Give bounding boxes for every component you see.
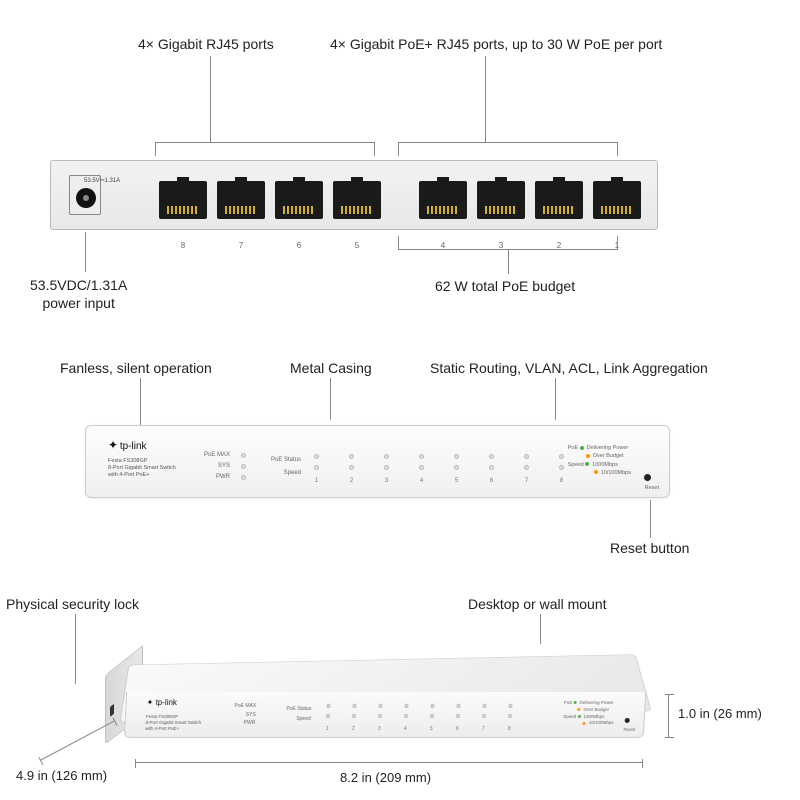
- callout-line: [140, 378, 141, 426]
- label-security-lock: Physical security lock: [6, 596, 139, 612]
- iso-front-face: ✦ tp-link Festa FS308GP 8-Port Gigabit S…: [124, 692, 646, 738]
- bracket-left: [155, 142, 375, 156]
- dim-depth-label: 4.9 in (126 mm): [16, 768, 107, 783]
- iso-view: ✦ tp-link Festa FS308GP 8-Port Gigabit S…: [70, 640, 680, 790]
- status-led-labels: PoE MAX SYS PWR: [204, 450, 230, 482]
- kensington-lock-slot: [110, 704, 114, 717]
- barrel-connector: [76, 188, 96, 208]
- callout-line: [508, 250, 509, 274]
- rj45-ports: 8 7 6 5 4 3 2 1: [159, 181, 641, 219]
- dim-height: [668, 694, 669, 738]
- port-4: 4: [419, 181, 467, 219]
- label-poe-ports: 4× Gigabit PoE+ RJ45 ports, up to 30 W P…: [330, 36, 662, 52]
- port-6: 6: [275, 181, 323, 219]
- port-7: 7: [217, 181, 265, 219]
- brand-logo: ✦ tp-link: [108, 438, 147, 452]
- callout-line: [330, 378, 331, 420]
- callout-line: [555, 378, 556, 420]
- callout-line: [210, 56, 211, 142]
- bracket-right: [398, 142, 618, 156]
- callout-line: [485, 56, 486, 142]
- iso-leds: 1 2 3 4 5 6 7 8: [325, 704, 512, 732]
- label-mount: Desktop or wall mount: [468, 596, 607, 612]
- model-text: Festa FS308GP 8-Port Gigabit Smart Switc…: [108, 458, 176, 479]
- status-leds: [241, 453, 246, 480]
- dim-width: [135, 762, 643, 763]
- iso-model: Festa FS308GP 8-Port Gigabit Smart Switc…: [145, 714, 201, 732]
- callout-line: [85, 232, 86, 272]
- label-reset: Reset button: [610, 540, 689, 556]
- power-marking: 53.5V⎓1.31A: [84, 178, 120, 185]
- label-poe-budget: 62 W total PoE budget: [435, 278, 575, 294]
- port-2: 2: [535, 181, 583, 219]
- front-panel: ✦ tp-link Festa FS308GP 8-Port Gigabit S…: [85, 425, 670, 498]
- label-fanless: Fanless, silent operation: [60, 360, 212, 376]
- port-8: 8: [159, 181, 207, 219]
- label-gigabit-ports: 4× Gigabit RJ45 ports: [138, 36, 274, 52]
- dim-width-label: 8.2 in (209 mm): [340, 770, 431, 785]
- label-metal-casing: Metal Casing: [290, 360, 372, 376]
- rear-panel: 53.5V⎓1.31A 8 7 6 5 4 3 2 1: [50, 160, 658, 230]
- port-1: 1: [593, 181, 641, 219]
- reset-button[interactable]: [644, 474, 651, 481]
- reset-label: Reset: [645, 485, 659, 491]
- bracket-poe-budget: [398, 236, 618, 250]
- callout-line: [650, 500, 651, 538]
- iso-reset: [625, 718, 630, 723]
- power-jack: 53.5V⎓1.31A: [69, 175, 101, 215]
- row-labels: PoE Status Speed: [271, 454, 301, 479]
- label-power-input: 53.5VDC/1.31A power input: [30, 276, 127, 312]
- port-leds: 1 2 3 4 5 6 7 8: [314, 454, 564, 484]
- label-features: Static Routing, VLAN, ACL, Link Aggregat…: [430, 360, 708, 376]
- dim-height-label: 1.0 in (26 mm): [678, 706, 762, 721]
- led-legend: PoE Delivering Power Over Budget Speed 1…: [568, 444, 631, 477]
- iso-brand: ✦ tp-link: [146, 698, 177, 707]
- port-3: 3: [477, 181, 525, 219]
- port-5: 5: [333, 181, 381, 219]
